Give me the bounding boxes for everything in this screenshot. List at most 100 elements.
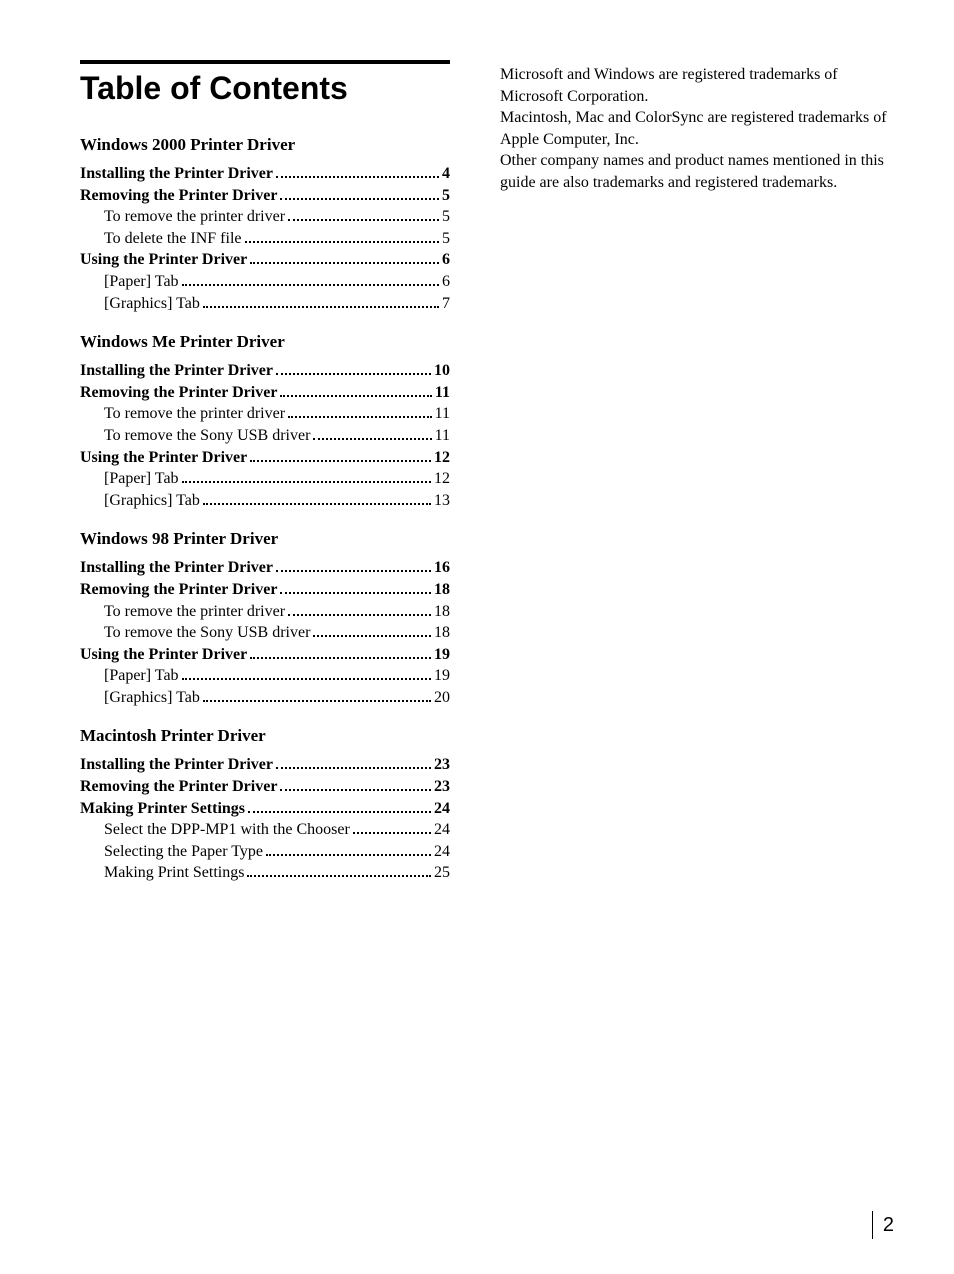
toc-entry-label: Using the Printer Driver xyxy=(80,447,247,469)
toc-entry-label: To remove the Sony USB driver xyxy=(104,425,310,447)
toc-entry-page: 18 xyxy=(434,622,450,644)
toc-leader-dots xyxy=(203,293,439,307)
toc-entry-label: Installing the Printer Driver xyxy=(80,557,273,579)
toc-entry-page: 12 xyxy=(434,447,450,469)
toc-leader-dots xyxy=(182,666,431,680)
toc-entry: Removing the Printer Driver 18 xyxy=(80,579,450,601)
toc-entry-label: To delete the INF file xyxy=(104,228,242,250)
toc-leader-dots xyxy=(313,623,431,637)
toc-leader-dots xyxy=(245,228,440,242)
toc-entry: Removing the Printer Driver 11 xyxy=(80,382,450,404)
toc-entry-label: Selecting the Paper Type xyxy=(104,841,263,863)
toc-entry-label: [Paper] Tab xyxy=(104,271,179,293)
toc-entry: Removing the Printer Driver 23 xyxy=(80,776,450,798)
toc-entry-label: Installing the Printer Driver xyxy=(80,754,273,776)
toc-entry-label: To remove the printer driver xyxy=(104,403,285,425)
toc-entry: [Graphics] Tab 7 xyxy=(80,293,450,315)
toc-entry-label: Removing the Printer Driver xyxy=(80,776,277,798)
toc-entry: Using the Printer Driver 6 xyxy=(80,249,450,271)
toc-entry-page: 19 xyxy=(434,665,450,687)
toc-leader-dots xyxy=(203,490,431,504)
toc-section-heading: Windows 98 Printer Driver xyxy=(80,529,450,549)
toc-leader-dots xyxy=(182,272,439,286)
table-of-contents: Windows 2000 Printer Driver Installing th… xyxy=(80,135,450,884)
toc-entry: [Paper] Tab 19 xyxy=(80,665,450,687)
toc-entry: To remove the printer driver 11 xyxy=(80,403,450,425)
toc-entry: Installing the Printer Driver 23 xyxy=(80,754,450,776)
toc-entry-page: 18 xyxy=(434,579,450,601)
toc-entry: [Graphics] Tab 20 xyxy=(80,687,450,709)
toc-leader-dots xyxy=(250,644,431,658)
toc-entry: Removing the Printer Driver 5 xyxy=(80,185,450,207)
toc-entry-label: Removing the Printer Driver xyxy=(80,579,277,601)
toc-entry: [Graphics] Tab 13 xyxy=(80,490,450,512)
toc-entry-page: 24 xyxy=(434,841,450,863)
trademark-notice: Microsoft and Windows are registered tra… xyxy=(500,64,894,194)
toc-entry: To remove the printer driver 18 xyxy=(80,601,450,623)
page-title: Table of Contents xyxy=(80,70,450,107)
toc-leader-dots xyxy=(280,382,431,396)
toc-entry-label: Select the DPP-MP1 with the Chooser xyxy=(104,819,350,841)
toc-leader-dots xyxy=(313,426,431,440)
toc-entry-page: 19 xyxy=(434,644,450,666)
toc-entry-label: Making Print Settings xyxy=(104,862,244,884)
toc-entry-page: 11 xyxy=(435,425,450,447)
toc-section: Windows 98 Printer Driver Installing the … xyxy=(80,529,450,708)
toc-leader-dots xyxy=(288,601,431,615)
toc-entry: Installing the Printer Driver 10 xyxy=(80,360,450,382)
toc-leader-dots xyxy=(250,447,431,461)
toc-entry: To delete the INF file 5 xyxy=(80,228,450,250)
toc-entry: [Paper] Tab 12 xyxy=(80,468,450,490)
toc-entry-page: 5 xyxy=(442,185,450,207)
toc-entry-label: [Paper] Tab xyxy=(104,665,179,687)
toc-entry-page: 6 xyxy=(442,271,450,293)
toc-section-heading: Macintosh Printer Driver xyxy=(80,726,450,746)
toc-leader-dots xyxy=(276,361,431,375)
toc-entry-page: 24 xyxy=(434,798,450,820)
toc-entry-page: 5 xyxy=(442,228,450,250)
toc-entry-page: 11 xyxy=(435,403,450,425)
toc-entry: To remove the printer driver 5 xyxy=(80,206,450,228)
toc-entry-label: [Graphics] Tab xyxy=(104,687,200,709)
toc-leader-dots xyxy=(203,687,431,701)
toc-entry-page: 10 xyxy=(434,360,450,382)
toc-entry-page: 13 xyxy=(434,490,450,512)
toc-entry: Using the Printer Driver 19 xyxy=(80,644,450,666)
toc-entry-page: 4 xyxy=(442,163,450,185)
toc-entry-label: Making Printer Settings xyxy=(80,798,245,820)
page: Table of Contents Windows 2000 Printer D… xyxy=(0,0,954,1274)
toc-entry-label: To remove the printer driver xyxy=(104,206,285,228)
toc-section-heading: Windows 2000 Printer Driver xyxy=(80,135,450,155)
toc-entry-label: Installing the Printer Driver xyxy=(80,163,273,185)
toc-entry-page: 23 xyxy=(434,754,450,776)
toc-section: Windows 2000 Printer Driver Installing th… xyxy=(80,135,450,314)
toc-entry-label: Removing the Printer Driver xyxy=(80,185,277,207)
toc-leader-dots xyxy=(288,404,432,418)
title-rule xyxy=(80,60,450,64)
toc-leader-dots xyxy=(353,820,431,834)
toc-entry-page: 25 xyxy=(434,862,450,884)
toc-entry-label: To remove the Sony USB driver xyxy=(104,622,310,644)
toc-entry-page: 20 xyxy=(434,687,450,709)
right-column: Microsoft and Windows are registered tra… xyxy=(500,60,894,902)
toc-leader-dots xyxy=(250,250,439,264)
toc-entry-label: Installing the Printer Driver xyxy=(80,360,273,382)
toc-leader-dots xyxy=(266,841,431,855)
toc-entry: Making Printer Settings 24 xyxy=(80,798,450,820)
toc-entry-label: [Paper] Tab xyxy=(104,468,179,490)
toc-entry-page: 16 xyxy=(434,557,450,579)
toc-entry: Installing the Printer Driver 4 xyxy=(80,163,450,185)
page-number: 2 xyxy=(872,1211,894,1239)
toc-entry: To remove the Sony USB driver 11 xyxy=(80,425,450,447)
toc-leader-dots xyxy=(280,777,431,791)
toc-entry: Select the DPP-MP1 with the Chooser 24 xyxy=(80,819,450,841)
toc-entry: Selecting the Paper Type 24 xyxy=(80,841,450,863)
two-column-layout: Table of Contents Windows 2000 Printer D… xyxy=(80,60,894,902)
toc-entry-label: [Graphics] Tab xyxy=(104,490,200,512)
toc-section: Windows Me Printer DriverInstalling the … xyxy=(80,332,450,511)
toc-entry: [Paper] Tab 6 xyxy=(80,271,450,293)
toc-leader-dots xyxy=(288,207,439,221)
toc-entry-label: Using the Printer Driver xyxy=(80,644,247,666)
toc-entry-page: 11 xyxy=(435,382,450,404)
toc-entry-label: Using the Printer Driver xyxy=(80,249,247,271)
